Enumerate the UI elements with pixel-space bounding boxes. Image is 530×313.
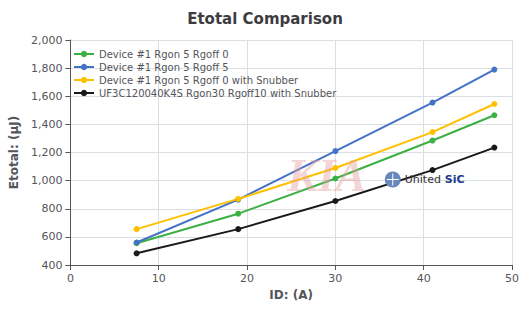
svg-text:KIA: KIA: [286, 150, 366, 201]
svg-text:1,600: 1,600: [31, 90, 63, 103]
svg-text:Device #1 Rgon 5 Rgoff 0: Device #1 Rgon 5 Rgoff 0: [99, 49, 229, 60]
svg-text:400: 400: [41, 259, 62, 272]
svg-text:600: 600: [41, 230, 62, 243]
svg-text:20: 20: [240, 272, 254, 285]
svg-text:30: 30: [328, 272, 342, 285]
svg-text:1,200: 1,200: [31, 146, 63, 159]
svg-text:1,800: 1,800: [31, 62, 63, 75]
svg-text:800: 800: [41, 202, 62, 215]
svg-text:Device #1 Rgon 5 Rgoff 5: Device #1 Rgon 5 Rgoff 5: [99, 62, 229, 73]
svg-text:40: 40: [417, 272, 431, 285]
svg-text:0: 0: [67, 272, 74, 285]
svg-text:2,000: 2,000: [31, 34, 63, 47]
svg-text:Etotal Comparison: Etotal Comparison: [187, 10, 343, 28]
svg-text:1,400: 1,400: [31, 118, 63, 131]
svg-text:10: 10: [152, 272, 166, 285]
svg-text:United: United: [405, 173, 441, 186]
svg-text:ID: (A): ID: (A): [269, 288, 313, 302]
svg-text:1,000: 1,000: [31, 174, 63, 187]
svg-text:50: 50: [505, 272, 519, 285]
svg-text:Etotal: (μJ): Etotal: (μJ): [7, 116, 21, 189]
svg-text:UF3C120040K4S Rgon30 Rgoff10 w: UF3C120040K4S Rgon30 Rgoff10 with Snubbe…: [99, 88, 337, 99]
svg-text:SiC: SiC: [445, 173, 465, 186]
svg-text:Device #1 Rgon 5 Rgoff 0 with: Device #1 Rgon 5 Rgoff 0 with Snubber: [99, 75, 299, 86]
